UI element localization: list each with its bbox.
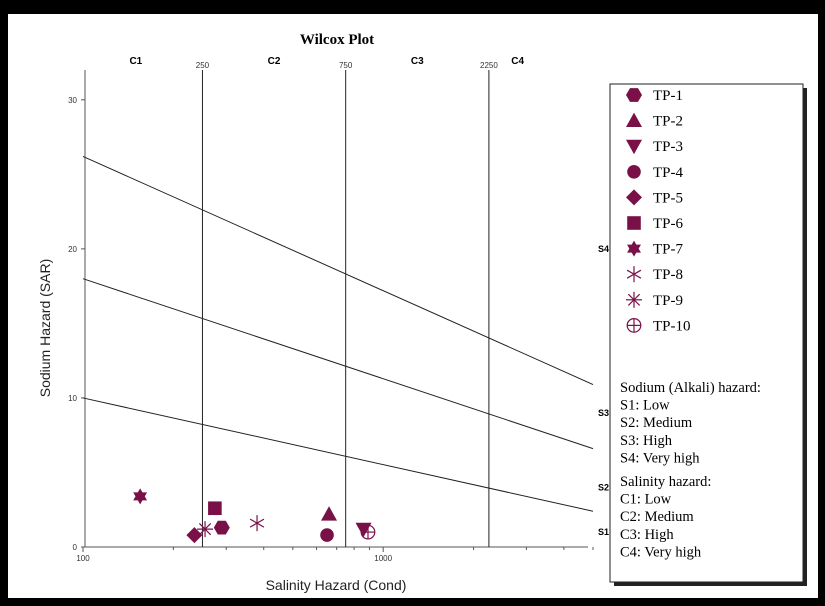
sodium-hazard-item: S1: Low <box>620 398 670 414</box>
marker-shape <box>626 139 642 155</box>
legend-marker-tp-2 <box>626 112 642 127</box>
wilcox-plot-svg: Wilcox Plot Salinity Hazard (Cond) Sodiu… <box>37 32 807 593</box>
y-tick-label: 20 <box>68 245 77 254</box>
x-axis-label: Salinity Hazard (Cond) <box>266 577 407 593</box>
legend-marker-tp-9 <box>626 291 642 308</box>
salinity-boundary-label: 2250 <box>480 61 498 70</box>
x-tick-label: 1000 <box>374 554 392 563</box>
legend-entry-label: TP-9 <box>653 293 683 309</box>
salinity-class-label: C1 <box>129 56 142 67</box>
marker-shape <box>627 216 641 230</box>
sodium-hazard-item: S3: High <box>620 433 673 449</box>
sodium-class-label: S4 <box>598 244 609 254</box>
marker-stroke <box>627 293 641 306</box>
legend-marker-tp-1 <box>626 88 642 102</box>
legend-marker-tp-10 <box>626 318 642 333</box>
data-point-tp-1 <box>213 520 230 535</box>
sodium-hazard-item: S4: Very high <box>620 450 700 466</box>
legend-marker-tp-3 <box>626 139 642 155</box>
salinity-hazard-item: C3: High <box>620 527 674 543</box>
data-point-tp-9 <box>197 521 214 538</box>
legend-entry-label: TP-2 <box>653 114 683 130</box>
marker-stroke <box>626 269 642 279</box>
chart-title: Wilcox Plot <box>300 32 374 48</box>
sodium-hazard-title: Sodium (Alkali) hazard: <box>620 380 761 396</box>
legend-entry-label: TP-5 <box>653 190 683 206</box>
data-point-tp-6 <box>208 501 222 516</box>
legend-entry-label: TP-1 <box>653 88 683 104</box>
marker-shape <box>321 506 338 521</box>
y-axis-label: Sodium Hazard (SAR) <box>37 259 53 398</box>
legend: TP-1 TP-2 TP-3 TP-4 TP-5 TP-6 TP-7 TP-8 TP-9 TP-1… <box>609 83 807 586</box>
sodium-hazard-item: S2: Medium <box>620 415 693 431</box>
legend-entry-label: TP-7 <box>653 242 684 258</box>
y-tick-label: 10 <box>68 394 77 403</box>
salinity-class-label: C2 <box>268 56 281 67</box>
sodium-hazard-line <box>82 155 594 385</box>
marker-shape <box>626 112 642 127</box>
data-point-tp-10 <box>360 524 376 540</box>
marker-shape <box>133 492 148 505</box>
legend-entry-label: TP-10 <box>653 318 691 334</box>
salinity-hazard-item: C2: Medium <box>620 509 694 525</box>
legend-entry-label: TP-4 <box>653 165 684 181</box>
marker-shape <box>627 165 641 179</box>
sodium-class-label: S1 <box>598 527 609 537</box>
x-tick-label: 100 <box>76 554 90 563</box>
marker-shape <box>186 527 203 544</box>
legend-entry-label: TP-3 <box>653 139 683 155</box>
legend-marker-tp-5 <box>626 189 642 206</box>
sodium-class-label: S2 <box>598 482 609 492</box>
wilcox-chart-frame: Wilcox Plot Salinity Hazard (Cond) Sodiu… <box>8 14 818 598</box>
data-point-tp-5 <box>186 527 203 544</box>
salinity-boundary-label: 250 <box>196 61 210 70</box>
salinity-boundary-label: 750 <box>339 61 353 70</box>
y-tick-label: 0 <box>73 543 78 552</box>
marker-shape <box>213 520 230 535</box>
legend-box <box>609 83 804 583</box>
y-tick-label: 30 <box>68 96 77 105</box>
legend-marker-tp-6 <box>627 216 641 230</box>
marker-stroke <box>198 523 212 536</box>
legend-marker-tp-7 <box>627 240 641 257</box>
marker-shape <box>626 189 642 206</box>
sodium-class-label: S3 <box>598 408 609 418</box>
marker-shape <box>626 88 642 102</box>
data-point-tp-2 <box>321 506 338 521</box>
data-point-tp-4 <box>320 528 334 542</box>
data-point-tp-7 <box>133 488 148 505</box>
salinity-hazard-item: C4: Very high <box>620 544 702 560</box>
sodium-hazard-line <box>82 397 594 512</box>
legend-entry-label: TP-8 <box>653 267 683 283</box>
plot-area: 0 10 20 30 100 1000 250 750 2250 C1 C2 C3 C4 S1 S2 S3 S4 <box>68 56 609 563</box>
sodium-hazard-line <box>82 278 594 450</box>
salinity-hazard-title: Salinity hazard: <box>620 474 711 490</box>
legend-entry-label: TP-6 <box>653 216 684 232</box>
marker-shape <box>627 244 641 257</box>
legend-marker-tp-8 <box>626 266 642 283</box>
marker-shape <box>320 528 334 542</box>
salinity-class-label: C3 <box>411 56 424 67</box>
salinity-hazard-item: C1: Low <box>620 492 672 508</box>
marker-stroke <box>249 518 265 528</box>
salinity-class-label: C4 <box>511 56 524 67</box>
data-point-tp-8 <box>249 515 265 532</box>
legend-marker-tp-4 <box>627 165 641 179</box>
marker-shape <box>208 501 222 516</box>
